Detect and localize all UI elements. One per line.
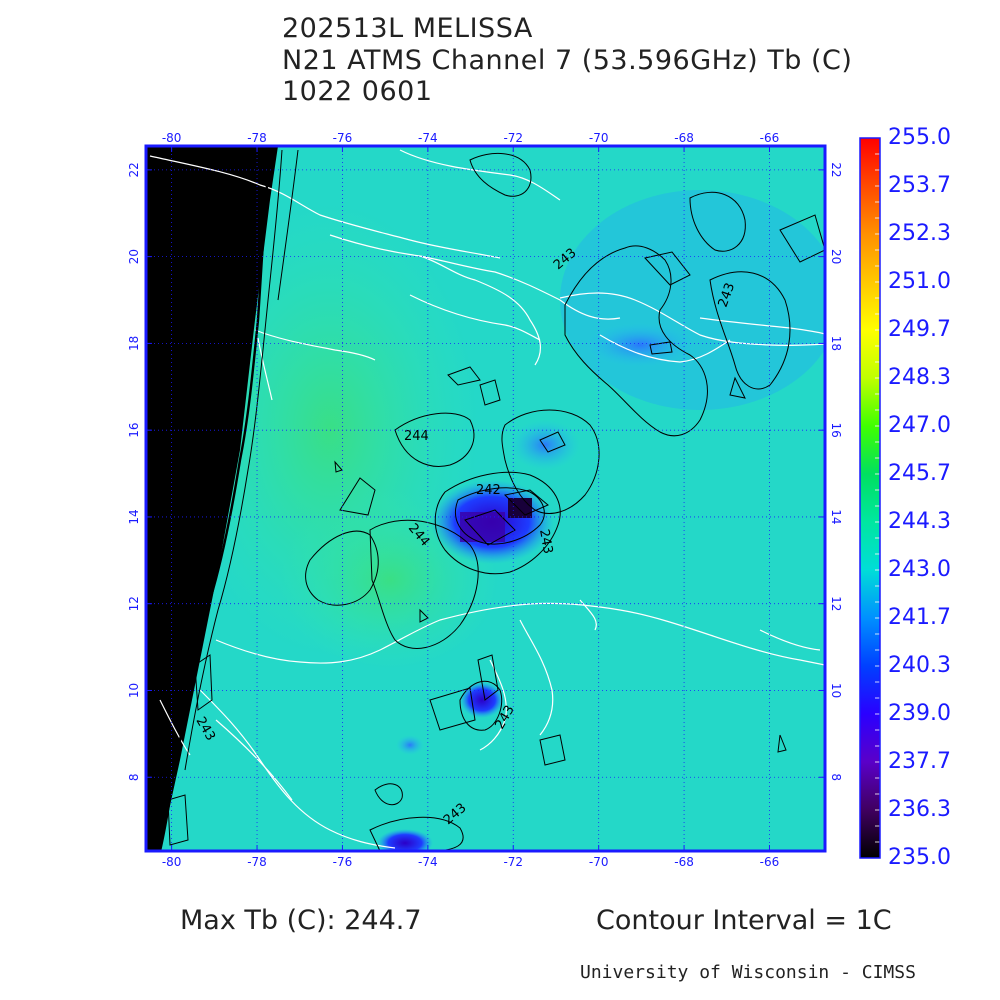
colorbar-label: 244.3 <box>888 509 951 534</box>
colorbar-frame <box>859 137 881 859</box>
lat-label-right: 16 <box>829 423 843 438</box>
lon-label-top: -76 <box>333 131 353 145</box>
storm-cold-center <box>460 512 505 542</box>
lon-label-bottom: -72 <box>503 855 523 869</box>
colorbar-label: 235.0 <box>888 845 951 870</box>
lon-label-bottom: -66 <box>760 855 780 869</box>
lat-label-left: 10 <box>127 683 141 698</box>
lon-label-top: -80 <box>162 131 182 145</box>
lat-label-right: 8 <box>829 773 843 781</box>
colorbar <box>860 137 880 858</box>
lat-label-right: 22 <box>829 162 843 177</box>
contours <box>158 149 825 851</box>
lon-label-bottom: -76 <box>333 855 353 869</box>
colorbar-label: 251.0 <box>888 269 951 294</box>
credit-text: University of Wisconsin - CIMSS <box>580 962 916 983</box>
storm-coldest-pixel <box>508 498 532 518</box>
storm-title: 202513L MELISSA <box>282 13 533 44</box>
cold-spot-10n <box>460 682 504 718</box>
lat-label-left: 22 <box>127 162 141 177</box>
axis-labels: -80 -80 -78 -78 -76 -76 -74 -74 -72 -72 -70 -70 -68 -… <box>127 131 843 869</box>
lon-label-top: -72 <box>503 131 523 145</box>
lat-label-left: 20 <box>127 249 141 264</box>
lat-label-left: 14 <box>127 509 141 524</box>
map-frame <box>144 144 827 853</box>
lat-label-right: 18 <box>829 336 843 351</box>
colorbar-label: 237.7 <box>888 749 951 774</box>
colorbar-label: 249.7 <box>888 317 951 342</box>
no-data-region <box>146 146 278 851</box>
contour-interval-text: Contour Interval = 1C <box>596 905 892 936</box>
contour-label: 244 <box>404 429 429 444</box>
lon-label-bottom: -70 <box>589 855 609 869</box>
colorbar-label: 252.3 <box>888 221 951 246</box>
cool-patch-16n <box>510 420 580 470</box>
colorbar-label: 240.3 <box>888 653 951 678</box>
lat-label-right: 20 <box>829 249 843 264</box>
cool-patch-hispaniola <box>585 323 695 367</box>
lat-label-left: 12 <box>127 596 141 611</box>
colorbar-label: 253.7 <box>888 173 951 198</box>
lon-label-top: -66 <box>760 131 780 145</box>
colorbar-label: 236.3 <box>888 797 951 822</box>
colorbar-label: 248.3 <box>888 365 951 390</box>
colorbar-label: 247.0 <box>888 413 951 438</box>
lon-label-bottom: -74 <box>418 855 438 869</box>
cold-spot-9n <box>396 735 424 755</box>
lon-label-bottom: -80 <box>162 855 182 869</box>
lat-label-right: 14 <box>829 509 843 524</box>
colorbar-label: 241.7 <box>888 605 951 630</box>
axis-ticks <box>146 146 825 851</box>
lon-label-top: -74 <box>418 131 438 145</box>
colorbar-strip <box>860 138 880 858</box>
lat-label-right: 10 <box>829 683 843 698</box>
lon-label-bottom: -78 <box>247 855 267 869</box>
lat-label-left: 18 <box>127 336 141 351</box>
coastlines <box>149 149 825 849</box>
lat-label-left: 8 <box>127 773 141 781</box>
datetime-title: 1022 0601 <box>282 76 433 107</box>
colorbar-label: 255.0 <box>888 125 951 150</box>
lon-label-top: -78 <box>247 131 267 145</box>
cold-spot-7n <box>377 829 433 851</box>
lat-label-left: 16 <box>127 423 141 438</box>
contour-label: 242 <box>476 483 501 498</box>
graticule <box>146 146 825 851</box>
max-tb-text: Max Tb (C): 244.7 <box>180 905 422 936</box>
colorbar-label: 239.0 <box>888 701 951 726</box>
colorbar-label: 243.0 <box>888 557 951 582</box>
lon-label-bottom: -68 <box>674 855 694 869</box>
cool-region-ne <box>560 190 825 410</box>
colorbar-label: 245.7 <box>888 461 951 486</box>
lat-label-right: 12 <box>829 596 843 611</box>
contour-label: 243 <box>536 528 555 555</box>
channel-title: N21 ATMS Channel 7 (53.596GHz) Tb (C) <box>282 45 853 76</box>
lon-label-top: -70 <box>589 131 609 145</box>
lon-label-top: -68 <box>674 131 694 145</box>
